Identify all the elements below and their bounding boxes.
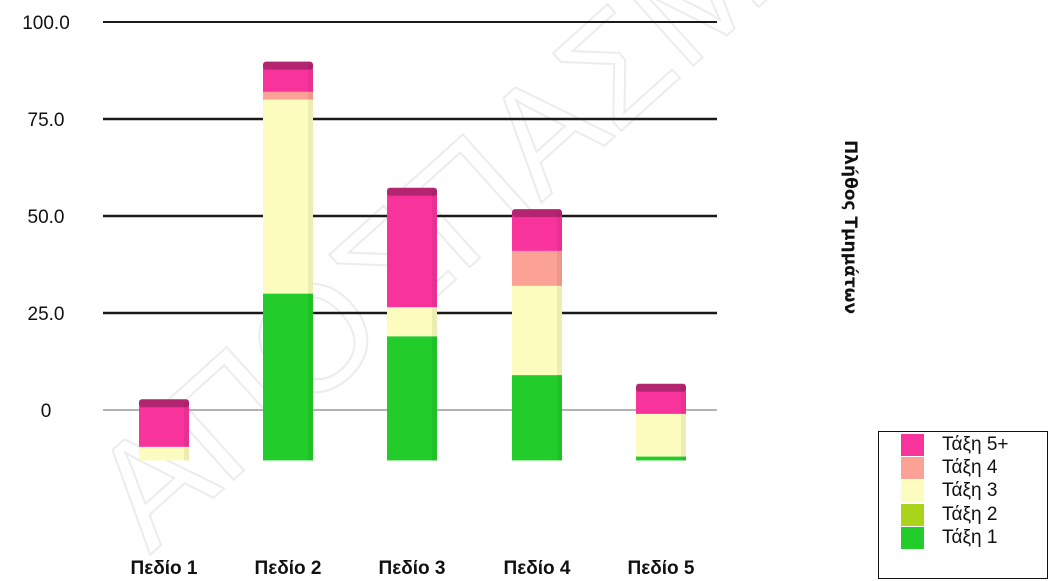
legend-item: Τάξη 4 [901,456,1047,480]
x-category-label: Πεδίο 3 [379,558,446,579]
legend-swatch [901,503,924,526]
legend-label: Τάξη 2 [942,503,998,525]
bar-cap [636,383,686,392]
legend-swatch [901,527,924,550]
bar-shade [557,212,562,461]
legend-item: Τάξη 3 [901,480,1047,503]
y-tick-label: 75.0 [28,110,65,131]
legend-label: Τάξη 5+ [942,433,1009,455]
legend-label: Τάξη 3 [942,480,998,502]
bar-segment: Πεδίο 4 — Τάξη 3: 23 [512,285,562,376]
bar-segment: Πεδίο 3 — Τάξη 1: 32 [387,336,437,461]
y-tick-label: 25.0 [28,304,65,325]
y-tick-label: 0 [41,401,52,422]
bar-segment: Πεδίο 5 — Τάξη 3: 11 [636,413,686,457]
bar-segment: Πεδίο 4 — Τάξη 5+: 10 [512,212,562,251]
y-tick-label: 50.0 [28,207,65,228]
legend-label: Τάξη 1 [942,527,998,549]
y-axis-ticks: 0 25.0 50.0 75.0 100.0 [22,13,70,422]
y-tick-label: 100.0 [22,13,70,34]
legend-label: Τάξη 4 [942,457,998,479]
legend-swatch [901,480,924,503]
bar-segment: Πεδίο 3 — Τάξη 3: 7.5 [387,307,437,337]
bar-segment: Πεδίο 5 — Τάξη 1: 1 [636,456,686,461]
legend-swatch [901,457,924,480]
bar-segment: Πεδίο 4 — Τάξη 1: 22 [512,375,562,461]
bars: Πεδίο 1 — Τάξη 3: 3.5Πεδίο 1 — Τάξη 5+: … [139,61,686,461]
x-category-label: Πεδίο 4 [504,558,571,579]
legend-swatch [901,433,924,456]
legend: Τάξη 5+ Τάξη 4 Τάξη 3 Τάξη 2 Τάξη 1 [878,431,1048,579]
bar-shade [681,386,686,461]
bar-segment: Πεδίο 2 — Τάξη 1: 43 [263,293,313,461]
bar-shade [432,190,437,461]
x-axis-categories: Πεδίο 1 Πεδίο 2 Πεδίο 3 Πεδίο 4 Πεδίο 5 [131,558,695,579]
bar-segment: Πεδίο 1 — Τάξη 3: 3.5 [139,446,189,461]
y-axis-label: Πλήθος Τμημάτων [840,140,860,314]
bar-segment: Πεδίο 1 — Τάξη 5+: 11.5 [139,402,189,447]
bar-shade [184,402,189,461]
legend-item: Τάξη 1 [901,527,1047,550]
bar-segment: Πεδίο 4 — Τάξη 4: 9 [512,250,562,286]
bar-segment: Πεδίο 2 — Τάξη 3: 50 [263,99,313,294]
x-category-label: Πεδίο 2 [255,558,322,579]
bar-cap [139,399,189,408]
bar-cap [263,61,313,70]
bar-segment: Πεδίο 3 — Τάξη 5+: 30 [387,190,437,308]
bar-segment: Πεδίο 2 — Τάξη 4: 2 [263,91,313,100]
legend-item: Τάξη 2 [901,503,1047,526]
watermark: ΑΠΟΣΠΑΣΜΑ [59,0,873,579]
legend-item: Τάξη 5+ [901,433,1047,456]
bar-shade [308,64,313,461]
bar-cap [387,187,437,196]
x-category-label: Πεδίο 5 [628,558,695,579]
x-category-label: Πεδίο 1 [131,558,198,579]
bar-cap [512,209,562,218]
